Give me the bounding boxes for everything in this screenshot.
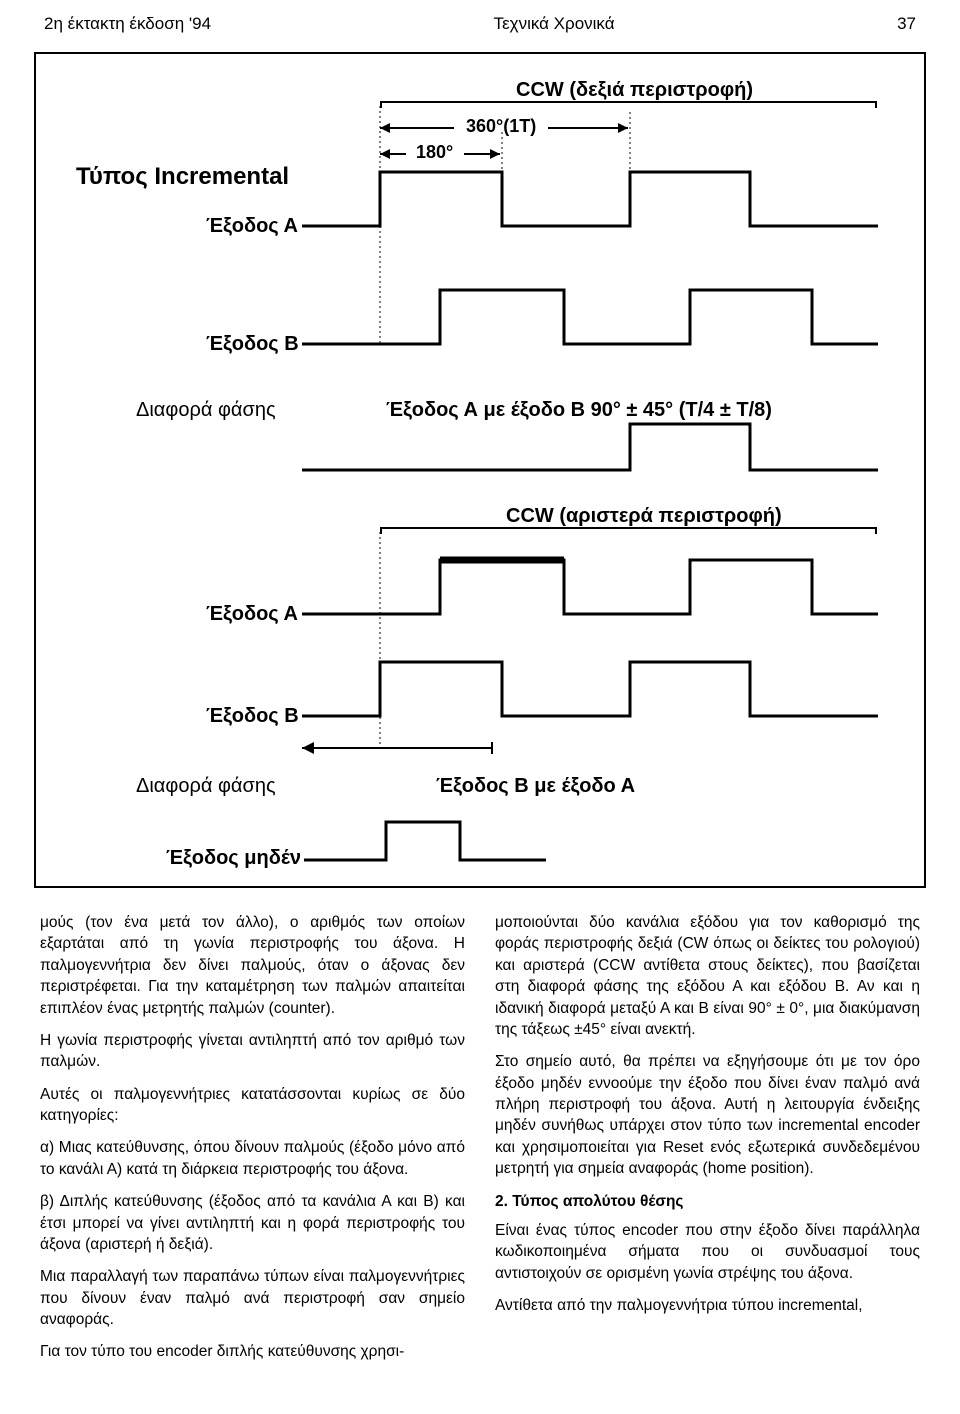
output-a-2: Έξοδος Α (206, 603, 298, 625)
col2-p2: Στο σημείο αυτό, θα πρέπει να εξηγήσουμε… (495, 1051, 920, 1179)
column-right: μοποιούνται δύο κανάλια εξόδου για τον κ… (495, 912, 920, 1374)
col1-p7: Για τον τύπο του encoder διπλής κατεύθυν… (40, 1341, 465, 1362)
bracket-mid (381, 528, 876, 534)
col1-p6: Μια παραλλαγή των παραπάνω τύπων είναι π… (40, 1266, 465, 1330)
output-b-1: Έξοδος Β (206, 333, 299, 355)
col2-p3: Είναι ένας τύπος encoder που στην έξοδο … (495, 1220, 920, 1284)
waveform-b-2 (302, 662, 878, 716)
header-page-number: 37 (897, 14, 916, 34)
col1-p1: μούς (τον ένα μετά τον άλλο), ο αριθμός … (40, 912, 465, 1019)
diagram-title: Τύπος Incremental (76, 163, 289, 190)
waveform-a-1 (302, 172, 878, 226)
phase-diff-1: Διαφορά φάσης (136, 399, 276, 421)
bracket-top (381, 102, 876, 108)
phase-diff-2: Διαφορά φάσης (136, 775, 276, 797)
col1-p2: Η γωνία περιστροφής γίνεται αντιληπτή απ… (40, 1030, 465, 1073)
phase-text-1: Έξοδος Α με έξοδο Β 90° ± 45° (Τ/4 ± Τ/8… (386, 399, 772, 421)
output-a-1: Έξοδος Α (206, 215, 298, 237)
waveform-zero (304, 822, 546, 860)
ccw-right-label: CCW (δεξιά περιστροφή) (516, 79, 753, 101)
output-zero-label: Έξοδος μηδέν (166, 847, 301, 869)
output-b-2: Έξοδος Β (206, 705, 299, 727)
ccw-left-label: CCW (αριστερά περιστροφή) (506, 505, 782, 527)
timing-diagram: Τύπος Incremental CCW (δεξιά περιστροφή)… (34, 52, 926, 888)
col2-heading: 2. Τύπος απολύτου θέσης (495, 1191, 920, 1212)
deg180-label: 180° (416, 142, 453, 162)
col2-p4: Αντίθετα από την παλμογεννήτρια τύπου in… (495, 1295, 920, 1316)
deg360-label: 360°(1Τ) (466, 116, 536, 136)
header-center: Τεχνικά Χρονικά (211, 14, 897, 34)
col1-p5: β) Διπλής κατεύθυνσης (έξοδος από τα καν… (40, 1191, 465, 1255)
column-left: μούς (τον ένα μετά τον άλλο), ο αριθμός … (40, 912, 465, 1374)
col1-p4: α) Μιας κατεύθυνσης, όπου δίνουν παλμούς… (40, 1137, 465, 1180)
col2-p1: μοποιούνται δύο κανάλια εξόδου για τον κ… (495, 912, 920, 1040)
phase-text-2: Έξοδος Β με έξοδο Α (436, 775, 635, 797)
body-text: μούς (τον ένα μετά τον άλλο), ο αριθμός … (0, 912, 960, 1414)
col1-p3: Αυτές οι παλμογεννήτριες κατατάσσονται κ… (40, 1084, 465, 1127)
waveform-phase-1 (302, 424, 878, 470)
page-header: 2η έκτακτη έκδοση '94 Τεχνικά Χρονικά 37 (0, 0, 960, 44)
waveform-a-2 (302, 560, 878, 614)
timing-diagram-svg: Τύπος Incremental CCW (δεξιά περιστροφή)… (36, 54, 924, 886)
waveform-b-1 (302, 290, 878, 344)
header-left: 2η έκτακτη έκδοση '94 (44, 14, 211, 34)
